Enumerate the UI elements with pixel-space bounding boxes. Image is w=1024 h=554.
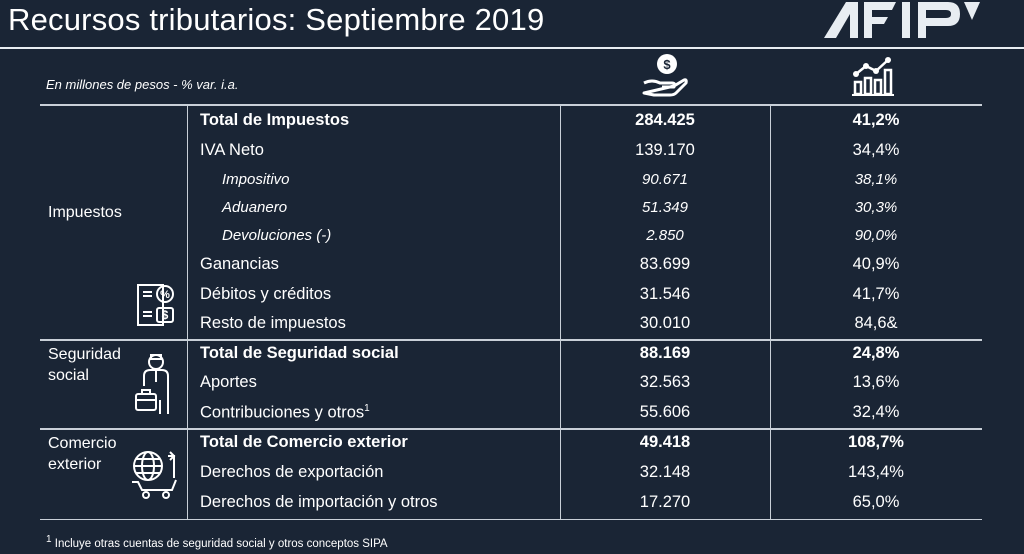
row-value: 2.850 [646, 227, 684, 244]
units-note: En millones de pesos - % var. i.a. [46, 77, 239, 92]
row-label: Contribuciones y otros1 [200, 403, 370, 422]
row-variation: 143,4% [848, 463, 904, 481]
row-variation: 24,8% [852, 344, 900, 362]
row-value: 83.699 [639, 255, 691, 273]
section-rule-seguridad [40, 339, 982, 341]
row-label: Aportes [200, 373, 257, 391]
row-label: Total de Comercio exterior [200, 433, 408, 451]
row-derechos-importacion: Derechos de importación y otros 17.270 6… [0, 489, 1024, 518]
row-value: 32.563 [639, 373, 691, 391]
row-value: 49.418 [639, 433, 691, 451]
category-seguridad-social: Seguridad social [48, 346, 121, 384]
row-value: 284.425 [635, 111, 695, 129]
afip-logo [824, 2, 980, 38]
row-total-comercio-exterior: Total de Comercio exterior 49.418 108,7% [0, 429, 1024, 458]
svg-text:%: % [160, 289, 170, 301]
row-devoluciones: Devoluciones (-) 2.850 90,0% [0, 222, 1024, 251]
row-variation: 32,4% [852, 403, 900, 421]
page-title: Recursos tributarios: Septiembre 2019 [8, 2, 545, 37]
row-value: 139.170 [635, 141, 695, 159]
footnote: 1 Incluye otras cuentas de seguridad soc… [46, 534, 388, 550]
row-total-seguridad-social: Total de Seguridad social 88.169 24,8% [0, 340, 1024, 369]
row-label: Total de Impuestos [200, 111, 350, 129]
row-contribuciones: Contribuciones y otros1 55.606 32,4% [0, 399, 1024, 428]
row-value: 30.010 [639, 314, 691, 332]
row-value: 90.671 [642, 171, 688, 188]
row-derechos-exportacion: Derechos de exportación 32.148 143,4% [0, 459, 1024, 488]
row-variation: 65,0% [852, 493, 900, 511]
svg-text:$: $ [162, 308, 169, 322]
column-divider-3 [770, 105, 771, 519]
footnote-marker: 1 [364, 403, 370, 414]
money-hand-icon: $ [642, 54, 688, 97]
category-comercio-exterior: Comercio exterior [48, 435, 117, 473]
row-label: Impositivo [222, 171, 290, 188]
table-top-rule [40, 104, 982, 106]
row-aportes: Aportes 32.563 13,6% [0, 369, 1024, 398]
row-impositivo: Impositivo 90.671 38,1% [0, 166, 1024, 195]
row-label: Derechos de importación y otros [200, 493, 438, 511]
row-variation: 84,6& [854, 314, 898, 332]
row-value: 31.546 [639, 285, 691, 303]
row-value: 32.148 [639, 463, 691, 481]
svg-text:$: $ [663, 57, 671, 72]
row-variation: 34,4% [852, 141, 900, 159]
row-label: Ganancias [200, 255, 279, 273]
row-aduanero: Aduanero 51.349 30,3% [0, 194, 1024, 223]
row-resto-impuestos: Resto de impuestos 30.010 84,6& [0, 310, 1024, 339]
row-label: Débitos y créditos [200, 285, 332, 303]
row-variation: 38,1% [854, 171, 898, 188]
row-label: Resto de impuestos [200, 314, 346, 332]
column-divider-1 [187, 105, 188, 519]
growth-chart-icon [852, 57, 894, 96]
row-total-impuestos: Total de Impuestos 284.425 41,2% [0, 107, 1024, 136]
row-ganancias: Ganancias 83.699 40,9% [0, 251, 1024, 280]
row-value: 55.606 [639, 403, 691, 421]
worker-briefcase-icon [135, 354, 169, 414]
section-rule-comercio [40, 428, 982, 430]
row-debitos-creditos: Débitos y créditos 31.546 41,7% [0, 281, 1024, 310]
row-variation: 41,7% [852, 285, 900, 303]
row-variation: 30,3% [854, 199, 898, 216]
table-bottom-rule [40, 519, 982, 520]
row-value: 88.169 [639, 344, 691, 362]
row-label: Total de Seguridad social [200, 344, 399, 362]
column-divider-2 [560, 105, 561, 519]
row-variation: 90,0% [854, 227, 898, 244]
row-variation: 108,7% [848, 433, 904, 451]
title-divider [0, 47, 1024, 49]
row-variation: 13,6% [852, 373, 900, 391]
row-label: Derechos de exportación [200, 463, 384, 481]
row-label: Aduanero [222, 199, 288, 216]
row-value: 17.270 [639, 493, 691, 511]
row-iva-neto: IVA Neto 139.170 34,4% [0, 137, 1024, 166]
row-label: Devoluciones (-) [222, 227, 332, 244]
globe-cart-icon [132, 451, 177, 499]
tax-document-icon: % $ [137, 284, 174, 326]
row-label: IVA Neto [200, 141, 264, 159]
row-value: 51.349 [642, 199, 688, 216]
row-variation: 41,2% [852, 111, 900, 129]
row-variation: 40,9% [852, 255, 900, 273]
category-impuestos: Impuestos [48, 204, 122, 221]
